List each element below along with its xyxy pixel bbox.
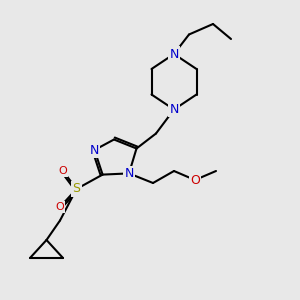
- Text: O: O: [190, 173, 200, 187]
- Text: N: N: [124, 167, 134, 180]
- Text: S: S: [73, 182, 80, 196]
- Text: N: N: [169, 103, 179, 116]
- Text: N: N: [90, 143, 99, 157]
- Text: N: N: [169, 47, 179, 61]
- Text: O: O: [58, 166, 68, 176]
- Text: O: O: [56, 202, 64, 212]
